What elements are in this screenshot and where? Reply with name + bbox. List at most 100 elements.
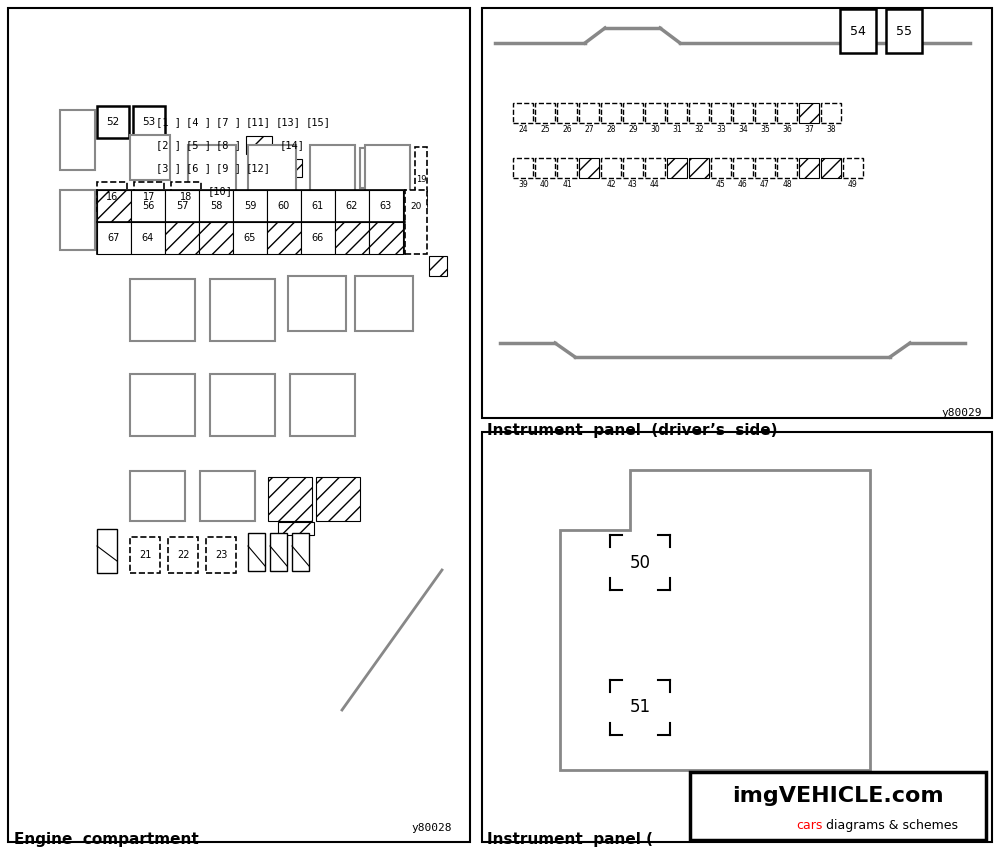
Bar [843,158,863,178]
Bar [667,103,687,123]
Bar [405,190,427,254]
Bar [233,190,267,222]
Bar [360,148,408,188]
Text: [5 ]: [5 ] [186,140,210,150]
Bar [755,158,775,178]
Text: 17: 17 [143,192,155,202]
Text: 62: 62 [346,201,358,211]
Text: 46: 46 [738,179,748,189]
Text: 18: 18 [180,192,192,202]
Bar [886,9,922,53]
Bar [429,256,447,276]
Bar [199,190,233,222]
Bar [535,103,555,123]
Text: 59: 59 [244,201,256,211]
Text: [6 ]: [6 ] [186,163,210,173]
Bar [165,222,199,254]
Bar [689,158,709,178]
Bar [97,106,129,138]
Bar [690,772,986,840]
Text: 41: 41 [562,179,572,189]
Text: [4 ]: [4 ] [186,117,210,127]
Text: cars: cars [796,819,822,831]
Bar [601,158,621,178]
Bar [415,147,427,207]
Bar [200,471,255,521]
Bar [623,103,643,123]
Bar [310,145,355,193]
Text: 44: 44 [650,179,660,189]
Bar [210,374,275,436]
Text: [9 ]: [9 ] [216,163,240,173]
Text: [10]: [10] [208,186,232,196]
Text: 40: 40 [540,179,550,189]
Bar [689,103,709,123]
Text: [3 ]: [3 ] [156,163,180,173]
Text: 29: 29 [628,124,638,133]
Bar [355,276,413,331]
Text: 52: 52 [106,117,120,127]
Text: imgVEHICLE.com: imgVEHICLE.com [732,786,944,807]
Bar [97,222,131,254]
Bar [369,222,403,254]
Text: [12]: [12] [246,163,270,173]
Bar [645,158,665,178]
Bar [130,471,185,521]
Bar [513,158,533,178]
Bar [267,190,301,222]
Text: 50: 50 [630,553,650,571]
Bar [365,145,410,193]
Text: 24: 24 [518,124,528,133]
Bar [799,158,819,178]
Bar [711,103,731,123]
FancyBboxPatch shape [44,57,445,718]
Bar [210,279,275,341]
FancyBboxPatch shape [489,52,976,354]
Text: 35: 35 [760,124,770,133]
Text: 21: 21 [139,550,151,560]
Text: 32: 32 [694,124,704,133]
Text: [15]: [15] [306,117,330,127]
Bar [270,533,287,571]
Bar [97,529,117,573]
Bar [134,182,164,212]
Bar [335,222,369,254]
Bar [233,222,267,254]
Bar [557,158,577,178]
Bar [821,103,841,123]
Bar [557,103,577,123]
Text: 25: 25 [540,124,550,133]
Bar [276,159,302,177]
Text: 63: 63 [380,201,392,211]
Bar [513,103,533,123]
Text: 20: 20 [410,201,422,211]
Bar [335,190,369,222]
Text: 54: 54 [850,25,866,37]
Text: 37: 37 [804,124,814,133]
Bar [840,9,876,53]
Bar [301,190,335,222]
Text: Instrument  panel (: Instrument panel ( [487,832,653,847]
Text: diagrams & schemes: diagrams & schemes [822,819,958,831]
Text: 23: 23 [215,550,227,560]
Text: 48: 48 [782,179,792,189]
Bar [301,222,335,254]
Polygon shape [342,570,442,710]
Bar [579,158,599,178]
Bar [168,537,198,573]
Text: 30: 30 [650,124,660,133]
Text: 60: 60 [278,201,290,211]
Text: [11]: [11] [246,117,270,127]
Text: 55: 55 [896,25,912,37]
Text: 65: 65 [244,233,256,243]
Bar [601,103,621,123]
Bar [131,222,165,254]
Bar [755,103,775,123]
Bar [248,533,265,571]
Text: [1 ]: [1 ] [156,117,180,127]
Text: 39: 39 [518,179,528,189]
Text: 34: 34 [738,124,748,133]
Bar [645,103,665,123]
Text: 33: 33 [716,124,726,133]
Bar [733,103,753,123]
